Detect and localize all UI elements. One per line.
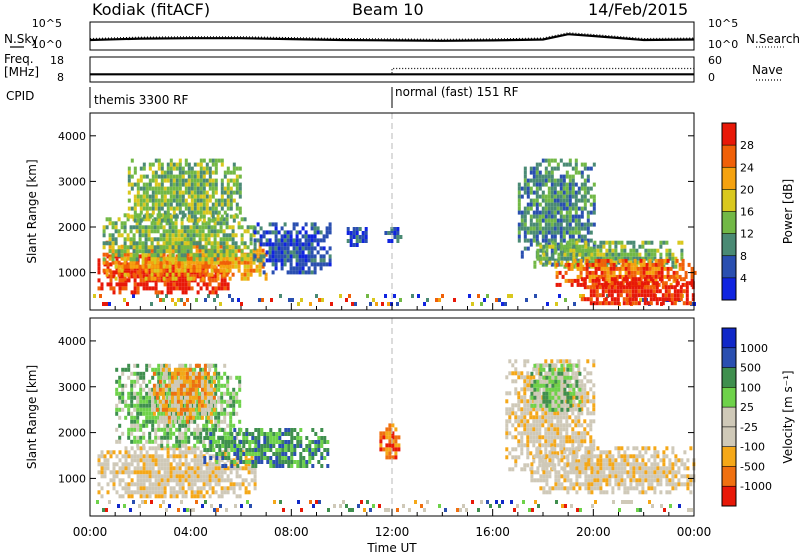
velocity-colorbar-seg-6 bbox=[722, 446, 736, 467]
velocity-colorbar-seg-4 bbox=[722, 407, 736, 427]
power-region-4 bbox=[253, 222, 332, 275]
velocity-colorbar-title: Velocity [m s⁻¹] bbox=[781, 370, 795, 463]
velocity-colorbar-seg-5 bbox=[722, 426, 736, 447]
freq-right-tick-top: 60 bbox=[708, 54, 722, 67]
noise-left-tick-top: 10^5 bbox=[32, 17, 62, 30]
velocity-ytick-label-1: 2000 bbox=[58, 427, 86, 440]
xtick-label-2: 08:00 bbox=[274, 525, 309, 539]
velocity-ylabel: Slant Range [km] bbox=[25, 365, 39, 469]
power-colorbar-seg-5 bbox=[722, 233, 736, 256]
power-region-5 bbox=[346, 227, 368, 247]
velocity-region-6 bbox=[530, 446, 696, 495]
velocity-colorbar-seg-8 bbox=[722, 486, 736, 506]
xtick-label-1: 04:00 bbox=[173, 525, 208, 539]
velocity-colorbar-label-2: 100 bbox=[740, 381, 761, 394]
cpid-mode-1: normal (fast) 151 RF bbox=[395, 85, 519, 99]
n-search-line bbox=[89, 32, 695, 40]
velocity-colorbar-label-4: -25 bbox=[740, 421, 758, 434]
power-region-3 bbox=[127, 158, 242, 223]
velocity-colorbar-label-1: 500 bbox=[740, 362, 761, 375]
velocity-colorbar-frame bbox=[721, 327, 737, 507]
power-colorbar-label-1: 24 bbox=[740, 161, 754, 174]
velocity-colorbar-label-0: 1000 bbox=[740, 342, 768, 355]
noise-right-label: N.Search bbox=[746, 32, 800, 46]
power-colorbar-seg-3 bbox=[722, 189, 736, 212]
power-colorbar-label-2: 20 bbox=[740, 183, 754, 196]
velocity-colorbar-seg-2 bbox=[722, 367, 736, 388]
velocity-colorbar-seg-0 bbox=[722, 328, 736, 348]
noise-right-tick-top: 10^5 bbox=[708, 17, 738, 30]
noise-right-tick-bottom: 10^0 bbox=[708, 38, 738, 51]
xtick-label-0: 00:00 bbox=[73, 525, 108, 539]
power-colorbar-seg-0 bbox=[722, 123, 736, 146]
text-layer: 10^510^010^510^0N.Sky N.Search188600Freq.… bbox=[4, 17, 800, 554]
power-colorbar-label-5: 8 bbox=[740, 250, 747, 263]
xtick-label-6: 00:00 bbox=[677, 525, 712, 539]
power-colorbar-label-6: 4 bbox=[740, 272, 747, 285]
nave-label: Nave bbox=[752, 63, 783, 77]
power-colorbar-title: Power [dB] bbox=[781, 179, 795, 244]
power-ytick-label-3: 4000 bbox=[58, 130, 86, 143]
freq-panel-frame bbox=[89, 56, 695, 83]
velocity-region-2 bbox=[152, 363, 216, 424]
velocity-colorbar-label-5: -100 bbox=[740, 441, 765, 454]
power-colorbar-label-4: 12 bbox=[740, 228, 754, 241]
velocity-region-7 bbox=[530, 363, 582, 412]
power-colorbar-seg-2 bbox=[722, 167, 736, 190]
velocity-region-3 bbox=[203, 428, 330, 468]
velocity-region-4 bbox=[379, 423, 401, 460]
frames-layer bbox=[10, 21, 786, 517]
xtick-label-5: 20:00 bbox=[576, 525, 611, 539]
noise-panel-frame bbox=[89, 21, 695, 51]
velocity-colorbar-seg-7 bbox=[722, 466, 736, 487]
freq-left-tick-bottom: 8 bbox=[57, 71, 64, 84]
power-colorbar-seg-1 bbox=[722, 145, 736, 168]
cpid-mode-0: themis 3300 RF bbox=[94, 93, 188, 107]
velocity-colorbar-label-7: -1000 bbox=[740, 480, 772, 493]
date-title: 14/Feb/2015 bbox=[588, 0, 689, 19]
velocity-colorbar-seg-3 bbox=[722, 387, 736, 408]
beam-title: Beam 10 bbox=[352, 0, 424, 19]
x-axis-label: Time UT bbox=[366, 541, 417, 554]
noise-left-tick-bottom: 10^0 bbox=[32, 38, 62, 51]
power-ytick-label-0: 1000 bbox=[58, 267, 86, 280]
radar-title: Kodiak (fitACF) bbox=[92, 0, 211, 19]
xtick-label-3: 12:00 bbox=[375, 525, 410, 539]
power-ytick-label-1: 2000 bbox=[58, 221, 86, 234]
velocity-colorbar-label-6: -500 bbox=[740, 460, 765, 473]
power-ylabel: Slant Range [km] bbox=[25, 159, 39, 263]
power-region-6 bbox=[384, 227, 403, 243]
freq-label: Freq. bbox=[4, 52, 34, 66]
cpid-label: CPID bbox=[6, 89, 34, 103]
nave-line bbox=[90, 67, 694, 75]
power-colorbar-seg-7 bbox=[722, 277, 736, 300]
power-region-10 bbox=[580, 277, 695, 306]
velocity-colorbar-label-3: 25 bbox=[740, 401, 754, 414]
freq-unit-label: [MHz] bbox=[4, 65, 39, 79]
velocity-ytick-label-3: 4000 bbox=[58, 335, 86, 348]
freq-left-tick-top: 18 bbox=[50, 54, 64, 67]
data-layer bbox=[89, 32, 736, 512]
xtick-label-4: 16:00 bbox=[475, 525, 510, 539]
freq-right-tick-bottom: 0 bbox=[708, 71, 715, 84]
velocity-region-0 bbox=[97, 446, 257, 499]
power-ytick-label-2: 3000 bbox=[58, 175, 86, 188]
power-colorbar-label-3: 16 bbox=[740, 206, 754, 219]
velocity-ytick-label-0: 1000 bbox=[58, 472, 86, 485]
power-colorbar-label-0: 28 bbox=[740, 139, 754, 152]
power-colorbar-seg-6 bbox=[722, 255, 736, 278]
noise-left-label: N.Sky bbox=[4, 32, 38, 46]
power-colorbar-seg-4 bbox=[722, 211, 736, 234]
velocity-ytick-label-2: 3000 bbox=[58, 381, 86, 394]
n-sky-line bbox=[89, 33, 695, 42]
velocity-colorbar-seg-1 bbox=[722, 347, 736, 368]
